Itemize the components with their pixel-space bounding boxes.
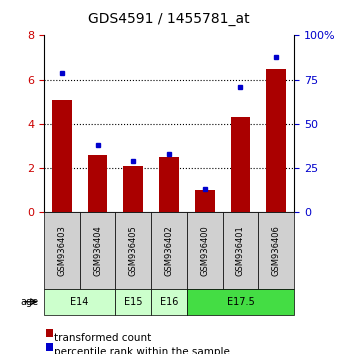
Text: GSM936405: GSM936405 bbox=[129, 225, 138, 276]
Text: percentile rank within the sample: percentile rank within the sample bbox=[54, 347, 230, 354]
Text: GDS4591 / 1455781_at: GDS4591 / 1455781_at bbox=[88, 12, 250, 27]
Text: GSM936400: GSM936400 bbox=[200, 225, 209, 276]
Text: transformed count: transformed count bbox=[54, 333, 151, 343]
Text: E14: E14 bbox=[71, 297, 89, 307]
Bar bbox=[266, 69, 286, 212]
Text: GSM936404: GSM936404 bbox=[93, 225, 102, 276]
Text: E15: E15 bbox=[124, 297, 143, 307]
Bar bbox=[195, 190, 215, 212]
Text: GSM936403: GSM936403 bbox=[57, 225, 66, 276]
Bar bbox=[231, 117, 250, 212]
Text: E17.5: E17.5 bbox=[226, 297, 254, 307]
Bar bbox=[123, 166, 143, 212]
Text: E16: E16 bbox=[160, 297, 178, 307]
Text: GSM936406: GSM936406 bbox=[272, 225, 281, 276]
Bar bbox=[159, 157, 179, 212]
Bar bbox=[88, 155, 107, 212]
Text: GSM936402: GSM936402 bbox=[165, 225, 173, 276]
Text: age: age bbox=[20, 297, 39, 307]
Text: GSM936401: GSM936401 bbox=[236, 225, 245, 276]
Bar bbox=[52, 99, 72, 212]
